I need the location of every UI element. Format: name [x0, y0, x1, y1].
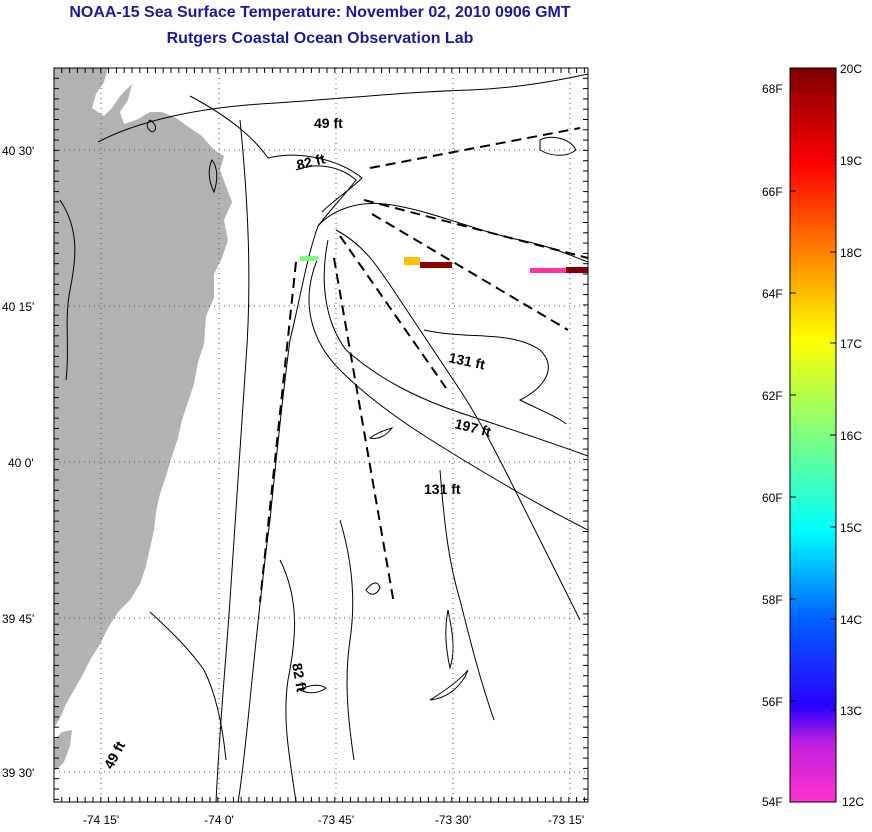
sst-segment-yellow [404, 257, 420, 265]
lon-label-73-15: -73 15' [548, 813, 584, 827]
map-title: NOAA-15 Sea Surface Temperature: Novembe… [69, 4, 571, 21]
sst-segment-darkred [420, 262, 452, 268]
lat-label-40-30: 40 30' [2, 144, 34, 158]
colorbar-label-20c: 20C [840, 62, 862, 76]
colorbar-label-12c: 12C [842, 795, 864, 809]
colorbar-label-60f: 60F [762, 491, 783, 505]
depth-label-82ft-north: 82 ft [295, 150, 327, 173]
frame-ticks [53, 67, 588, 802]
colorbar-ticks [790, 67, 836, 803]
satellite-tracks [259, 127, 588, 605]
colorbar-label-62f: 62F [762, 389, 783, 403]
colorbar-label-66f: 66F [762, 185, 783, 199]
colorbar-label-13c: 13C [840, 704, 862, 718]
lat-label-39-45: 39 45' [2, 612, 34, 626]
depth-label-82ft-south: 82 ft [289, 662, 310, 693]
map-frame [53, 67, 589, 803]
sst-segment-pink [530, 268, 566, 273]
depth-label-197ft: 197 ft [453, 415, 493, 439]
colorbar-label-64f: 64F [762, 287, 783, 301]
sst-segment-maroon [566, 267, 588, 273]
sst-segment-green [300, 256, 318, 261]
colorbar-label-19c: 19C [840, 154, 862, 168]
lon-label-73-45: -73 45' [318, 813, 354, 827]
colorbar-label-68f: 68F [762, 82, 783, 96]
colorbar-label-15c: 15C [840, 521, 862, 535]
map-subtitle: Rutgers Coastal Ocean Observation Lab [166, 30, 474, 47]
lon-label-74-15: -74 15' [83, 813, 119, 827]
colorbar-label-58f: 58F [762, 593, 783, 607]
depth-label-49ft-south: 49 ft [101, 738, 129, 771]
lat-lon-grid [54, 68, 588, 802]
lon-label-74-0: -74 0' [204, 813, 234, 827]
colorbar-label-17c: 17C [840, 337, 862, 351]
depth-label-131ft-south: 131 ft [424, 481, 461, 497]
depth-contours [59, 73, 588, 802]
colorbar-label-16c: 16C [840, 429, 862, 443]
colorbar-label-54f: 54F [762, 795, 783, 809]
lat-label-40-15: 40 15' [2, 300, 34, 314]
lat-label-39-30: 39 30' [2, 766, 34, 780]
colorbar [789, 67, 837, 803]
land-south [54, 730, 72, 770]
colorbar-label-14c: 14C [840, 613, 862, 627]
depth-label-49ft-north: 49 ft [314, 115, 343, 131]
land-mass [54, 68, 232, 728]
lon-label-73-30: -73 30' [435, 813, 471, 827]
lat-label-40-0: 40 0' [8, 456, 34, 470]
colorbar-label-18c: 18C [840, 246, 862, 260]
colorbar-label-56f: 56F [762, 695, 783, 709]
depth-label-131ft-east: 131 ft [447, 349, 486, 372]
